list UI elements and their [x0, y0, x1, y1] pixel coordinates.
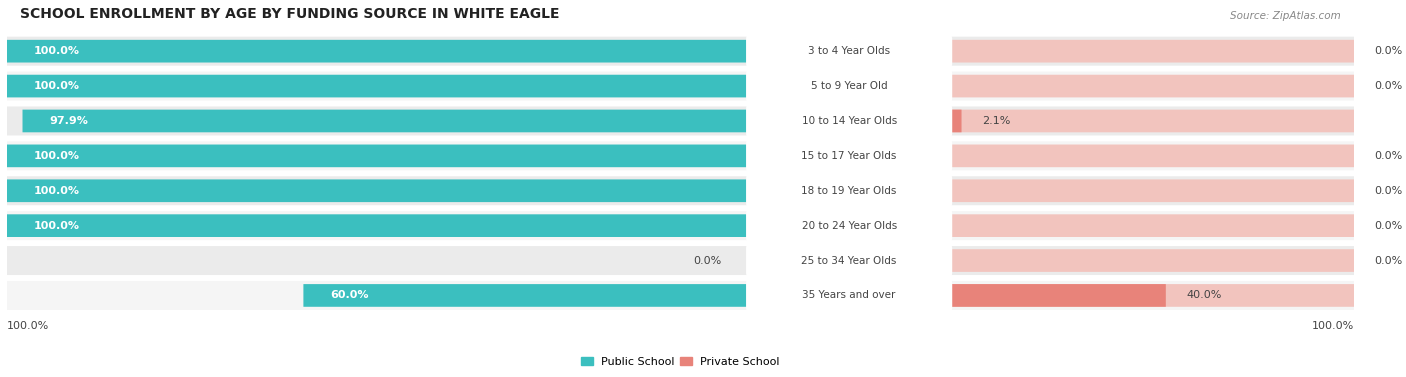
FancyBboxPatch shape [950, 284, 1354, 307]
Text: Source: ZipAtlas.com: Source: ZipAtlas.com [1230, 11, 1341, 21]
Text: 100.0%: 100.0% [34, 221, 80, 231]
FancyBboxPatch shape [7, 141, 1354, 170]
FancyBboxPatch shape [304, 284, 748, 307]
FancyBboxPatch shape [950, 249, 1354, 272]
Text: 35 Years and over: 35 Years and over [803, 290, 896, 300]
FancyBboxPatch shape [7, 246, 1354, 275]
Text: 15 to 17 Year Olds: 15 to 17 Year Olds [801, 151, 897, 161]
FancyBboxPatch shape [950, 179, 1354, 202]
Text: 18 to 19 Year Olds: 18 to 19 Year Olds [801, 186, 897, 196]
Text: 10 to 14 Year Olds: 10 to 14 Year Olds [801, 116, 897, 126]
Text: 5 to 9 Year Old: 5 to 9 Year Old [811, 81, 887, 91]
Text: 0.0%: 0.0% [693, 256, 721, 265]
FancyBboxPatch shape [7, 179, 748, 202]
Text: 100.0%: 100.0% [34, 151, 80, 161]
FancyBboxPatch shape [747, 139, 952, 172]
FancyBboxPatch shape [7, 211, 1354, 240]
FancyBboxPatch shape [950, 144, 1354, 167]
FancyBboxPatch shape [7, 281, 1354, 310]
Text: 100.0%: 100.0% [1312, 320, 1354, 331]
Text: 97.9%: 97.9% [49, 116, 89, 126]
FancyBboxPatch shape [747, 244, 952, 277]
Text: 25 to 34 Year Olds: 25 to 34 Year Olds [801, 256, 897, 265]
FancyBboxPatch shape [950, 284, 1166, 307]
FancyBboxPatch shape [747, 35, 952, 68]
FancyBboxPatch shape [747, 279, 952, 312]
FancyBboxPatch shape [7, 72, 1354, 101]
FancyBboxPatch shape [7, 176, 1354, 205]
Text: 0.0%: 0.0% [1375, 46, 1403, 56]
FancyBboxPatch shape [950, 75, 1354, 97]
Text: 0.0%: 0.0% [1375, 151, 1403, 161]
Text: 100.0%: 100.0% [7, 320, 49, 331]
FancyBboxPatch shape [950, 110, 1354, 132]
FancyBboxPatch shape [950, 110, 962, 132]
Text: 0.0%: 0.0% [1375, 256, 1403, 265]
Text: 100.0%: 100.0% [34, 46, 80, 56]
FancyBboxPatch shape [7, 75, 748, 97]
Text: 60.0%: 60.0% [330, 290, 368, 300]
FancyBboxPatch shape [950, 214, 1354, 237]
FancyBboxPatch shape [7, 37, 1354, 66]
FancyBboxPatch shape [7, 144, 748, 167]
Text: 0.0%: 0.0% [1375, 81, 1403, 91]
Text: 0.0%: 0.0% [1375, 221, 1403, 231]
FancyBboxPatch shape [7, 106, 1354, 135]
FancyBboxPatch shape [7, 214, 748, 237]
FancyBboxPatch shape [950, 40, 1354, 63]
FancyBboxPatch shape [747, 69, 952, 103]
FancyBboxPatch shape [747, 104, 952, 138]
Text: 100.0%: 100.0% [34, 186, 80, 196]
FancyBboxPatch shape [22, 110, 748, 132]
FancyBboxPatch shape [747, 209, 952, 242]
Text: 100.0%: 100.0% [34, 81, 80, 91]
FancyBboxPatch shape [7, 40, 748, 63]
Text: 40.0%: 40.0% [1187, 290, 1222, 300]
FancyBboxPatch shape [747, 174, 952, 207]
Text: 20 to 24 Year Olds: 20 to 24 Year Olds [801, 221, 897, 231]
Text: 0.0%: 0.0% [1375, 186, 1403, 196]
Text: SCHOOL ENROLLMENT BY AGE BY FUNDING SOURCE IN WHITE EAGLE: SCHOOL ENROLLMENT BY AGE BY FUNDING SOUR… [21, 7, 560, 21]
Text: 3 to 4 Year Olds: 3 to 4 Year Olds [808, 46, 890, 56]
Text: 2.1%: 2.1% [981, 116, 1010, 126]
Legend: Public School, Private School: Public School, Private School [576, 352, 785, 371]
